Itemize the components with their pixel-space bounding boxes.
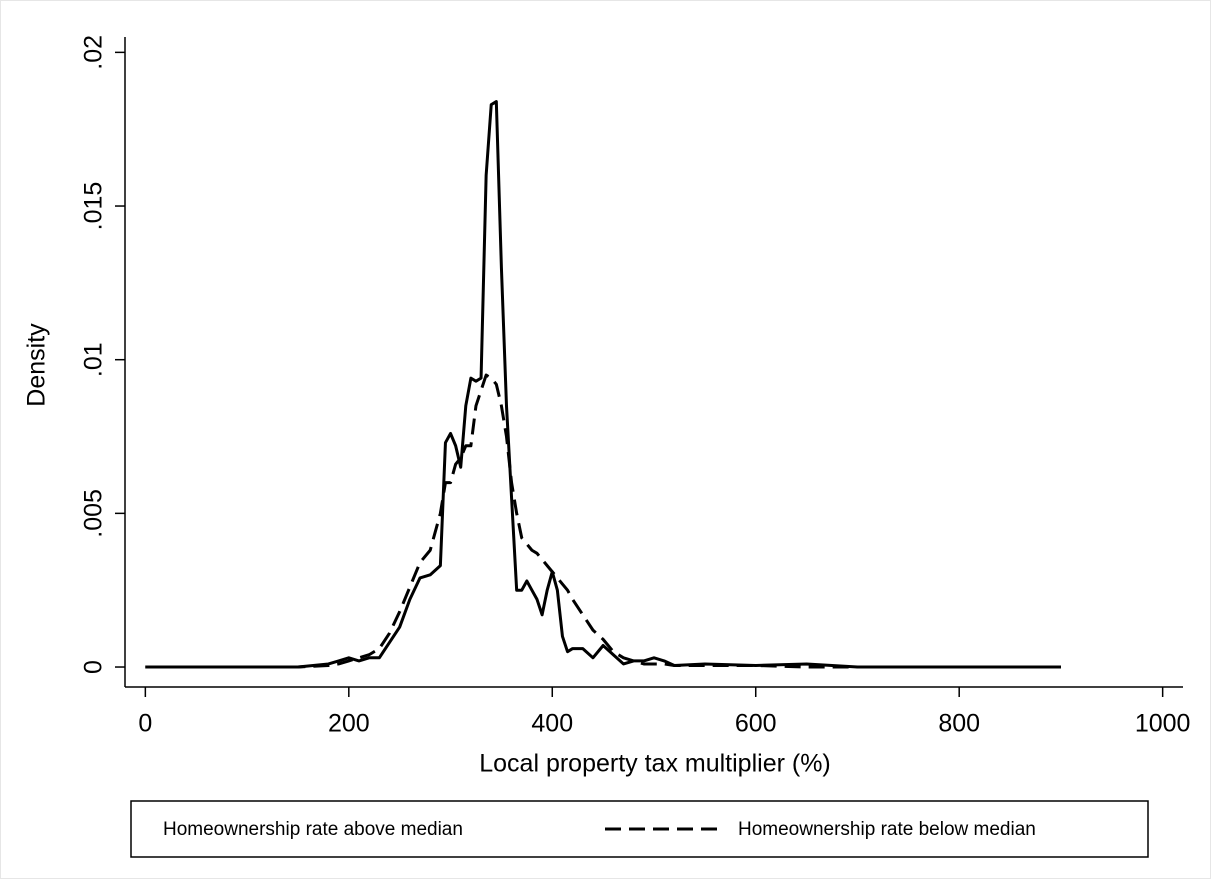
x-tick-label: 1000 xyxy=(1135,710,1191,738)
y-axis-title: Density xyxy=(23,323,51,407)
legend-label: Homeownership rate below median xyxy=(738,819,1036,840)
y-tick-label: .015 xyxy=(80,182,108,231)
x-tick-label: 0 xyxy=(138,710,152,738)
legend-label: Homeownership rate above median xyxy=(163,819,463,840)
x-tick-label: 200 xyxy=(328,710,370,738)
x-tick-label: 600 xyxy=(735,710,777,738)
y-tick-label: 0 xyxy=(80,660,108,674)
y-tick-label: .02 xyxy=(80,35,108,70)
legend-box xyxy=(130,800,1149,858)
x-tick-label: 800 xyxy=(938,710,980,738)
y-tick-label: .01 xyxy=(80,342,108,377)
series-line xyxy=(145,373,1061,669)
x-axis-title: Local property tax multiplier (%) xyxy=(479,750,831,778)
series-line xyxy=(145,100,1061,669)
x-tick-label: 400 xyxy=(531,710,573,738)
y-tick-label: .005 xyxy=(80,489,108,538)
